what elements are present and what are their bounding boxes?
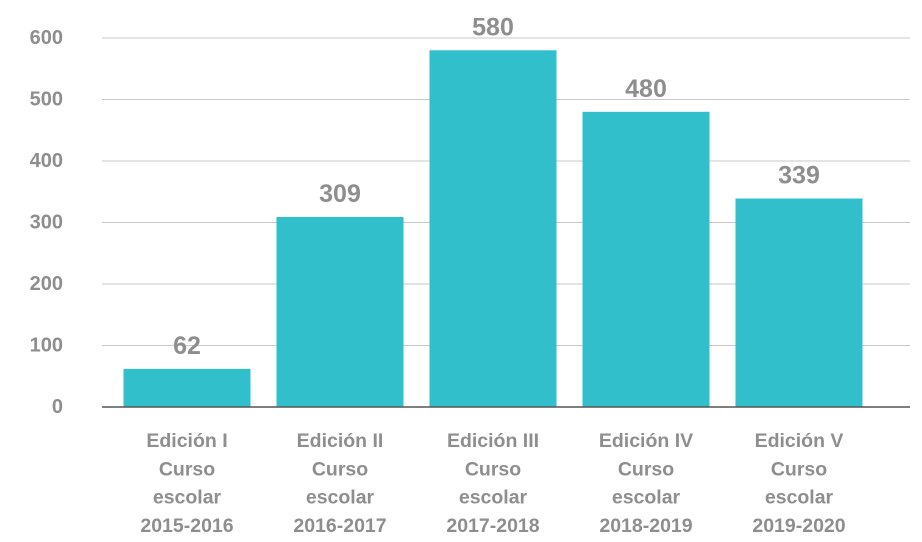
data-label: 309: [319, 180, 361, 208]
data-label: 62: [173, 332, 201, 360]
x-category-label-line: escolar: [459, 487, 528, 509]
x-category-label-line: escolar: [612, 487, 681, 509]
y-tick-label: 300: [30, 212, 63, 234]
y-tick-label: 500: [30, 89, 63, 111]
bar: [735, 198, 863, 407]
x-category-label-line: Edición IV: [599, 430, 693, 452]
bar: [276, 216, 404, 407]
x-category-label-line: escolar: [153, 487, 222, 509]
y-tick-label: 100: [30, 335, 63, 357]
bar: [123, 368, 251, 407]
bar: [429, 50, 557, 408]
y-axis-ticks: 0 100 200 300 400 500 600: [30, 27, 63, 418]
x-category-label-line: Curso: [465, 458, 521, 480]
y-tick-label: 600: [30, 27, 63, 49]
x-axis-categories: Edición I Curso escolar 2015-2016 Edición II…: [140, 430, 845, 537]
x-category-label: Edición I Curso escolar 2015-2016: [140, 430, 233, 537]
x-category-label-line: 2015-2016: [140, 515, 233, 537]
x-category-label-line: Edición III: [447, 430, 539, 452]
x-category-label-line: Curso: [771, 458, 827, 480]
data-labels: 62 309 580 480 339: [173, 13, 820, 360]
x-category-label: Edición II Curso escolar 2016-2017: [293, 430, 386, 537]
x-category-label-line: Edición I: [146, 430, 227, 452]
bar: [582, 111, 710, 408]
data-label: 580: [472, 13, 514, 41]
y-tick-label: 200: [30, 273, 63, 295]
y-tick-label: 400: [30, 150, 63, 172]
x-category-label-line: Edición V: [755, 430, 844, 452]
y-tick-label: 0: [52, 396, 63, 418]
x-category-label-line: Edición II: [297, 430, 384, 452]
data-label: 480: [625, 75, 667, 103]
bars: [123, 50, 863, 408]
x-category-label-line: escolar: [306, 487, 375, 509]
data-label: 339: [778, 162, 820, 190]
x-category-label: Edición V Curso escolar 2019-2020: [752, 430, 845, 537]
x-category-label: Edición IV Curso escolar 2018-2019: [599, 430, 693, 537]
x-category-label: Edición III Curso escolar 2017-2018: [446, 430, 539, 537]
x-category-label-line: Curso: [159, 458, 215, 480]
x-category-label-line: escolar: [765, 487, 834, 509]
x-category-label-line: 2016-2017: [293, 515, 386, 537]
x-category-label-line: 2018-2019: [599, 515, 692, 537]
x-category-label-line: Curso: [312, 458, 368, 480]
x-category-label-line: 2019-2020: [752, 515, 845, 537]
x-category-label-line: Curso: [618, 458, 674, 480]
x-category-label-line: 2017-2018: [446, 515, 539, 537]
